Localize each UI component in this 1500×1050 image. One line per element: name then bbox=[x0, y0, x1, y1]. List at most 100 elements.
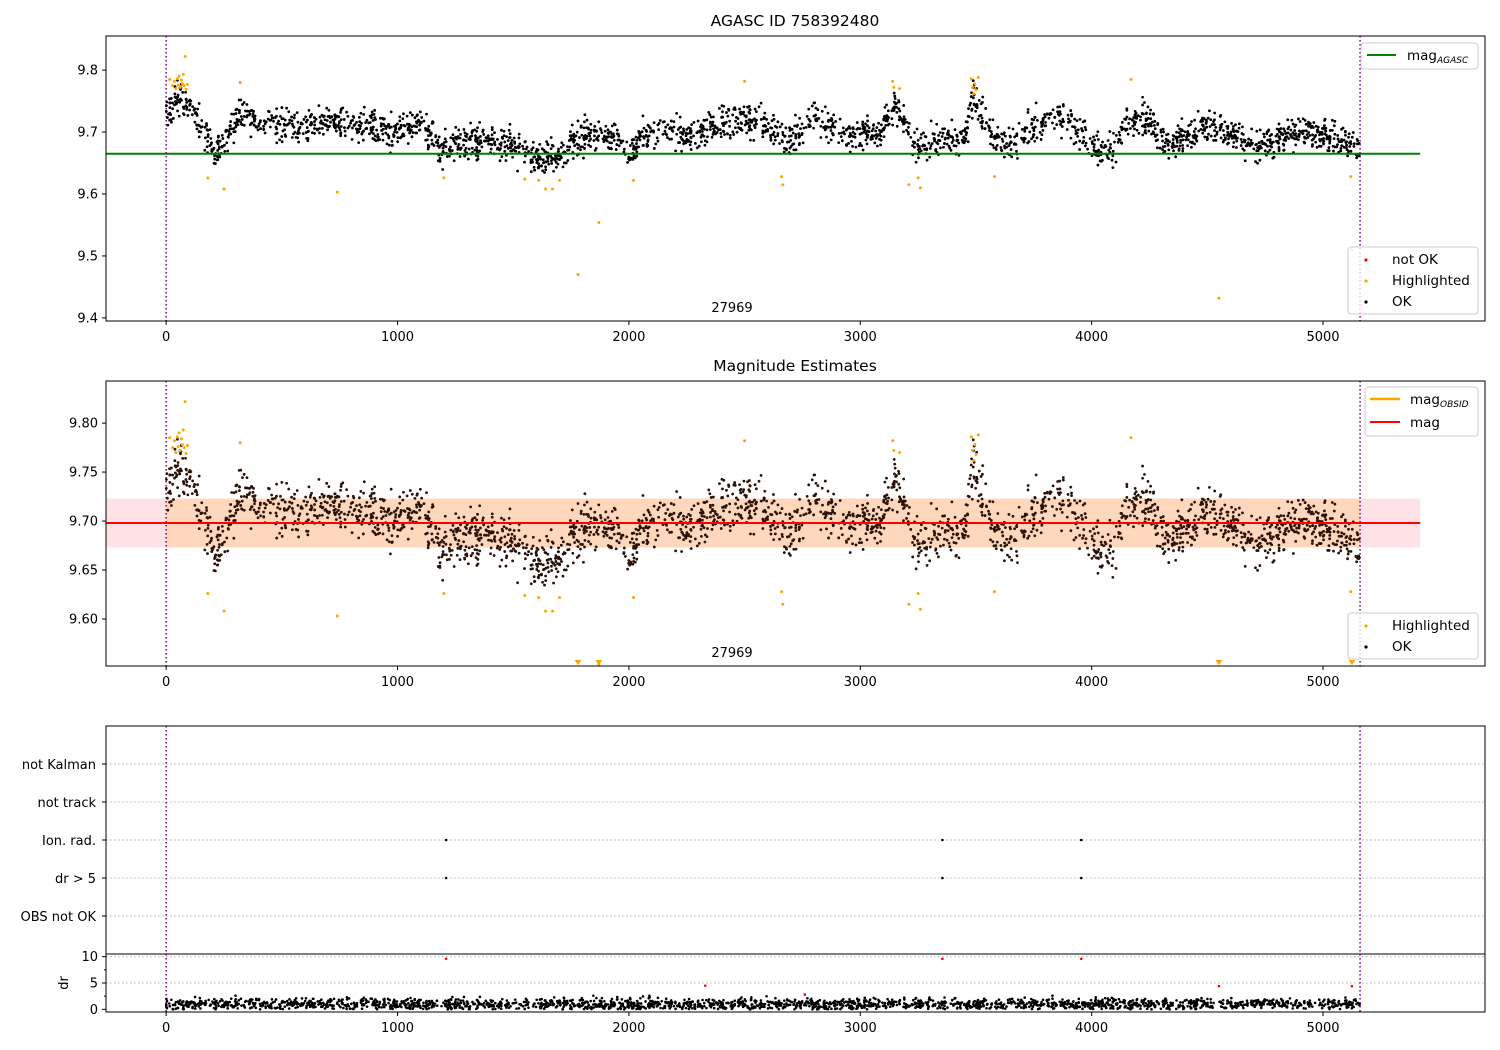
ok-point bbox=[1073, 117, 1077, 121]
ok-point bbox=[974, 109, 978, 113]
ok-point bbox=[1319, 132, 1323, 135]
ok-point bbox=[732, 107, 736, 111]
ok-point bbox=[1092, 145, 1096, 149]
ok-point bbox=[1084, 128, 1088, 132]
ok-point bbox=[829, 138, 833, 142]
ok-point bbox=[568, 543, 572, 546]
ok-point bbox=[1321, 126, 1325, 130]
ok-point bbox=[1124, 516, 1128, 520]
ok-point bbox=[208, 541, 212, 544]
ok-point bbox=[509, 549, 513, 553]
ok-point bbox=[333, 113, 337, 117]
highlighted-point bbox=[557, 178, 561, 182]
ok-point bbox=[1033, 139, 1037, 143]
ok-point bbox=[1268, 525, 1272, 529]
ok-point bbox=[596, 532, 600, 536]
ok-point bbox=[468, 528, 472, 532]
ok-point bbox=[1213, 525, 1217, 529]
ok-point bbox=[1277, 145, 1281, 149]
ok-point bbox=[552, 157, 556, 161]
ok-point bbox=[1215, 519, 1219, 523]
ok-point bbox=[1021, 137, 1024, 141]
ok-point bbox=[578, 136, 581, 139]
ok-point bbox=[825, 527, 828, 531]
ok-point bbox=[434, 527, 438, 530]
ok-point bbox=[191, 479, 195, 483]
ok-point bbox=[1163, 550, 1167, 554]
ok-point bbox=[448, 149, 452, 153]
ok-point bbox=[824, 125, 827, 128]
ok-point bbox=[801, 536, 805, 540]
ok-point bbox=[417, 120, 421, 123]
ok-point bbox=[1092, 543, 1096, 547]
ok-point bbox=[1243, 159, 1247, 163]
ok-point bbox=[1210, 507, 1214, 511]
ok-point bbox=[436, 536, 440, 540]
highlighted-point bbox=[523, 177, 527, 181]
ok-point bbox=[594, 545, 598, 549]
ok-point bbox=[536, 575, 540, 579]
ok-point bbox=[1141, 103, 1144, 107]
ok-point bbox=[1131, 124, 1135, 128]
ok-point bbox=[561, 165, 565, 169]
ok-point bbox=[741, 490, 745, 494]
ok-point bbox=[1343, 519, 1347, 523]
ok-point bbox=[635, 551, 639, 554]
ok-point bbox=[1130, 118, 1134, 122]
ok-point bbox=[605, 135, 609, 139]
ok-point bbox=[740, 516, 744, 520]
ok-point bbox=[615, 539, 619, 543]
ok-point bbox=[1155, 146, 1159, 150]
ok-point bbox=[277, 119, 280, 123]
ok-point bbox=[1289, 133, 1292, 136]
ok-point bbox=[1132, 525, 1135, 529]
ok-point bbox=[641, 494, 645, 497]
ok-point bbox=[1060, 120, 1064, 124]
ok-point bbox=[892, 91, 896, 95]
ok-point bbox=[754, 110, 758, 113]
ok-point bbox=[1053, 127, 1056, 130]
ok-point bbox=[509, 543, 512, 547]
ok-point bbox=[919, 132, 923, 136]
ok-point bbox=[442, 141, 446, 144]
ok-point bbox=[1192, 136, 1196, 139]
ok-point bbox=[943, 530, 947, 534]
ok-point bbox=[398, 502, 402, 505]
ok-point bbox=[275, 107, 279, 111]
ok-point bbox=[1040, 133, 1044, 137]
ok-point bbox=[473, 516, 477, 520]
ok-point bbox=[1294, 539, 1298, 543]
highlighted-point bbox=[177, 74, 181, 78]
ok-point bbox=[458, 136, 462, 140]
ok-point bbox=[359, 510, 362, 514]
ok-point bbox=[753, 107, 757, 111]
ok-point bbox=[577, 554, 581, 558]
ok-point bbox=[1213, 134, 1217, 138]
ok-point bbox=[1349, 538, 1353, 542]
ok-point bbox=[1083, 502, 1087, 505]
ok-point bbox=[583, 113, 587, 117]
ok-point bbox=[478, 504, 482, 508]
ok-point bbox=[722, 124, 725, 127]
ok-point bbox=[235, 483, 239, 487]
ok-point bbox=[262, 501, 266, 505]
ok-point bbox=[980, 513, 984, 517]
ok-point bbox=[977, 114, 981, 118]
ok-point bbox=[1307, 124, 1310, 128]
ok-point bbox=[398, 115, 402, 119]
ok-point bbox=[1243, 532, 1247, 536]
ok-point bbox=[1254, 160, 1257, 163]
ok-point bbox=[375, 516, 379, 520]
ok-point bbox=[1324, 133, 1328, 137]
ok-point bbox=[1194, 514, 1197, 518]
ok-point bbox=[1082, 528, 1086, 531]
ok-point bbox=[666, 528, 669, 532]
ok-point bbox=[1346, 154, 1349, 158]
ok-point bbox=[604, 137, 608, 141]
ok-point bbox=[275, 114, 278, 118]
ok-point bbox=[545, 155, 549, 159]
ok-point bbox=[663, 129, 667, 133]
ok-point bbox=[1322, 529, 1325, 533]
ok-point bbox=[654, 538, 658, 542]
ok-point bbox=[1307, 507, 1311, 511]
